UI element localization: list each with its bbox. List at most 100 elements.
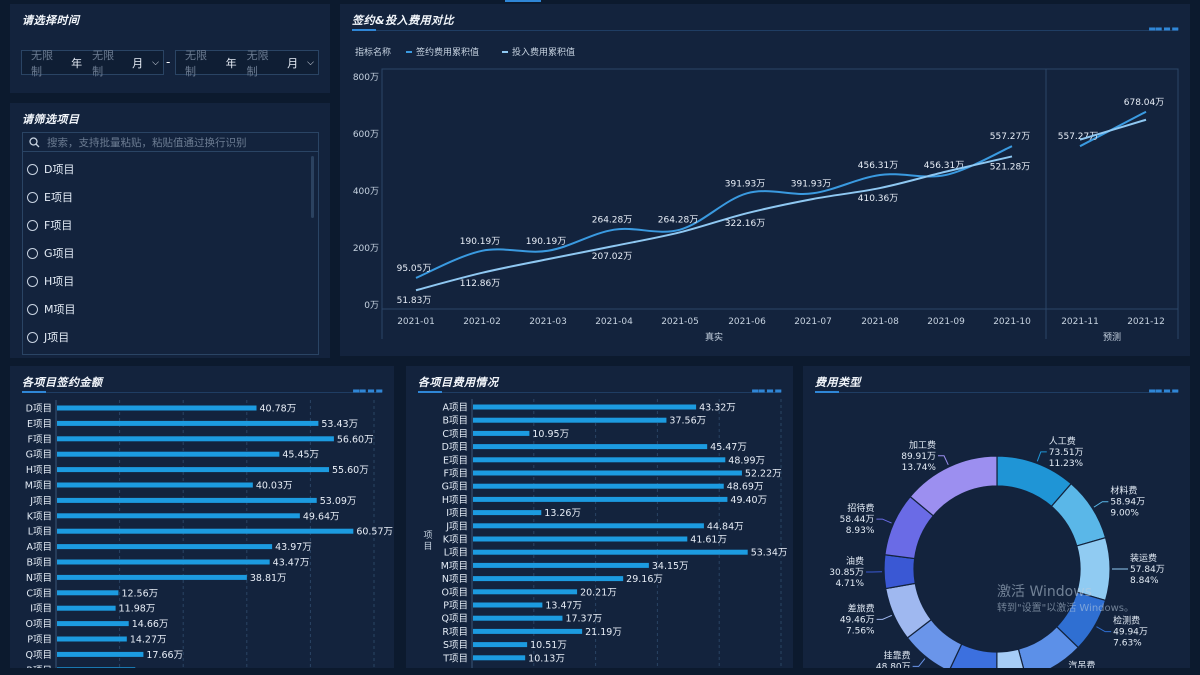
radio-icon[interactable] bbox=[27, 191, 38, 203]
x-tick-label: 2021-02 bbox=[463, 317, 501, 327]
project-option[interactable]: J项目 bbox=[27, 329, 69, 345]
data-label: 456.31万 bbox=[924, 161, 965, 171]
line-chart-panel: 签约&投入费用对比 ▬▬ ▬ ▬ bbox=[340, 4, 1190, 356]
x-tick-label: 2021-10 bbox=[993, 317, 1031, 327]
contract-amount-chart: D项目 40.78万 E项目 53.43万 F项目 56.60万 G项目 45.45万 H项目 5… bbox=[25, 400, 393, 668]
radio-icon[interactable] bbox=[27, 219, 38, 231]
slice-label: 58.44万 bbox=[840, 515, 875, 525]
category-label: C项目 bbox=[26, 588, 52, 599]
category-label: D项目 bbox=[26, 404, 52, 415]
category-label: L项目 bbox=[444, 548, 468, 559]
bar-value-label: 44.84万 bbox=[707, 521, 744, 532]
bar bbox=[57, 451, 280, 457]
end-date-select[interactable]: 无限制 年 无限制 月 ⌵ bbox=[175, 49, 319, 78]
project-option-label: E项目 bbox=[44, 191, 73, 204]
data-label: 190.19万 bbox=[460, 237, 501, 247]
category-label: E项目 bbox=[443, 455, 468, 466]
bar bbox=[473, 510, 542, 516]
y-axis-label-char: 目 bbox=[423, 541, 432, 552]
bar-value-label: 17.66万 bbox=[146, 650, 183, 661]
radio-icon[interactable] bbox=[27, 331, 38, 343]
slice-label: 30.85万 bbox=[829, 568, 864, 578]
leader-line bbox=[876, 614, 892, 620]
category-label: M项目 bbox=[441, 561, 468, 572]
bar bbox=[57, 605, 116, 611]
data-label: 95.05万 bbox=[397, 264, 432, 274]
radio-icon[interactable] bbox=[27, 303, 38, 315]
bar-value-label: 41.61万 bbox=[690, 535, 727, 546]
category-label: H项目 bbox=[442, 495, 468, 506]
category-label: J项目 bbox=[29, 496, 52, 507]
project-option[interactable]: F项目 bbox=[27, 217, 72, 233]
bar-value-label: 49.40万 bbox=[730, 495, 767, 506]
project-cost-title: 各项目费用情况 bbox=[418, 376, 499, 389]
bar-value-label: 43.32万 bbox=[699, 403, 736, 414]
group-label-actual: 真实 bbox=[705, 331, 723, 343]
category-label: G项目 bbox=[442, 482, 468, 493]
category-label: K项目 bbox=[443, 535, 468, 546]
bar-value-label: 13.26万 bbox=[544, 508, 581, 519]
category-label: S项目 bbox=[443, 640, 468, 651]
donut-slice-10 bbox=[883, 554, 916, 590]
category-label: L项目 bbox=[28, 527, 52, 538]
bar bbox=[57, 467, 330, 473]
project-cost-panel: 各项目费用情况 ▬▬ ▬ ▬ bbox=[406, 366, 793, 668]
bar bbox=[473, 589, 578, 595]
chevron-down-icon[interactable]: ⌵ bbox=[152, 57, 159, 68]
category-label: A项目 bbox=[27, 542, 53, 553]
end-month-placeholder[interactable]: 无限制 bbox=[246, 48, 269, 78]
category-label: P项目 bbox=[443, 601, 468, 612]
radio-icon[interactable] bbox=[27, 275, 38, 287]
windows-watermark-subtitle: 转到"设置"以激活 Windows。 bbox=[997, 603, 1135, 614]
start-year-placeholder[interactable]: 无限制 bbox=[31, 48, 53, 78]
project-option[interactable]: D项目 bbox=[27, 161, 74, 177]
bar-value-label: 40.78万 bbox=[260, 404, 297, 415]
project-filter-title: 请筛选项目 bbox=[22, 113, 80, 126]
bar-value-label: 38.81万 bbox=[250, 573, 287, 584]
bar-value-label: 53.43万 bbox=[321, 419, 358, 430]
data-label: 51.83万 bbox=[397, 296, 432, 306]
project-list-scrollbar[interactable] bbox=[311, 156, 314, 218]
project-search-input[interactable]: 搜索，支持批量粘贴，粘贴值通过换行识别 bbox=[22, 132, 319, 152]
slice-label: 8.84% bbox=[1130, 576, 1159, 586]
project-option[interactable]: G项目 bbox=[27, 245, 75, 261]
category-label: E项目 bbox=[27, 419, 52, 430]
category-label: B项目 bbox=[442, 416, 468, 427]
data-label: 521.28万 bbox=[990, 162, 1031, 172]
project-list[interactable]: D项目 E项目 F项目 G项目 H项目 M项目 J项目 bbox=[22, 152, 319, 355]
bar bbox=[57, 513, 300, 519]
data-label: 322.16万 bbox=[725, 219, 766, 229]
bar-value-label: 37.56万 bbox=[669, 416, 706, 427]
bar-value-label: 11.98万 bbox=[119, 604, 156, 615]
slice-label: 招待费 bbox=[847, 502, 874, 514]
radio-icon[interactable] bbox=[27, 163, 38, 175]
radio-icon[interactable] bbox=[27, 247, 38, 259]
category-label: M项目 bbox=[25, 481, 52, 492]
chevron-down-icon[interactable]: ⌵ bbox=[307, 57, 314, 68]
start-date-select[interactable]: 无限制 年 无限制 月 ⌵ bbox=[21, 49, 164, 78]
time-filter-panel: 请选择时间 bbox=[10, 4, 330, 93]
end-year-placeholder[interactable]: 无限制 bbox=[185, 48, 207, 78]
bar bbox=[57, 420, 319, 426]
y-tick-label: 0万 bbox=[364, 301, 379, 311]
y-tick-label: 800万 bbox=[353, 73, 379, 83]
x-tick-label: 2021-12 bbox=[1127, 317, 1165, 327]
start-year-unit: 年 bbox=[71, 56, 83, 70]
category-label: R项目 bbox=[442, 627, 468, 638]
project-option[interactable]: E项目 bbox=[27, 189, 73, 205]
start-month-placeholder[interactable]: 无限制 bbox=[92, 48, 115, 78]
bar bbox=[57, 436, 334, 442]
end-month-unit: 月 bbox=[287, 56, 299, 70]
bar-value-label: 14.66万 bbox=[132, 619, 169, 630]
project-option[interactable]: M项目 bbox=[27, 301, 76, 317]
series-line-2-actual bbox=[415, 155, 1013, 292]
bar bbox=[473, 523, 704, 529]
category-label: D项目 bbox=[442, 442, 468, 453]
slice-label: 挂靠费 bbox=[884, 649, 911, 661]
bar-value-label: 10.51万 bbox=[530, 640, 567, 651]
category-label: Q项目 bbox=[442, 614, 468, 625]
title-decoration: ▬▬ ▬ ▬ bbox=[352, 386, 383, 395]
project-option[interactable]: H项目 bbox=[27, 273, 74, 289]
title-underline bbox=[815, 391, 1178, 393]
search-icon bbox=[29, 136, 40, 147]
